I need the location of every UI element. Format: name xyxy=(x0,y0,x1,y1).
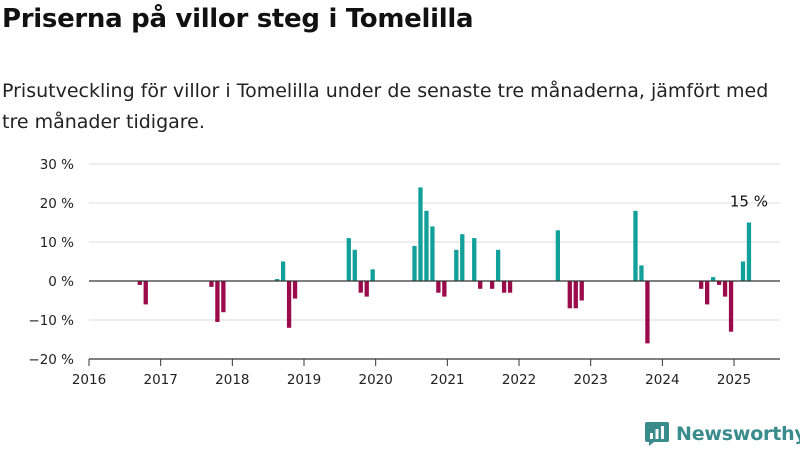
bar-2020-12 xyxy=(442,281,447,297)
bar-2024-10 xyxy=(716,281,722,285)
bar-2024-07 xyxy=(699,281,704,289)
bar-2019-11 xyxy=(364,281,369,297)
bar-2018-09 xyxy=(280,261,286,281)
bar-2019-08 xyxy=(346,238,351,281)
page-title: Priserna på villor steg i Tomelilla xyxy=(2,4,474,34)
newsworthy-brand: Newsworthy xyxy=(644,419,800,449)
x-tick-label: 2023 xyxy=(574,372,608,388)
x-tick-label: 2021 xyxy=(430,372,464,388)
bar-2022-11 xyxy=(579,281,584,301)
bar-chart-logo-icon xyxy=(645,422,669,446)
bar-2021-09 xyxy=(495,249,501,281)
bar-2017-09 xyxy=(209,281,214,287)
bar-2024-08 xyxy=(705,281,710,305)
x-tick-label: 2017 xyxy=(143,372,177,388)
bar-2022-09 xyxy=(567,281,572,309)
x-tick-label: 2024 xyxy=(645,372,679,388)
bar-2019-09 xyxy=(352,249,357,281)
y-tick-label: 30 % xyxy=(40,157,74,173)
bar-2025-02 xyxy=(740,261,746,281)
bars xyxy=(137,187,752,344)
bar-2024-12 xyxy=(728,281,734,332)
bar-2021-06 xyxy=(478,281,483,289)
bar-2022-10 xyxy=(573,281,578,309)
annotations: 15 % xyxy=(730,193,768,211)
x-tick-label: 2019 xyxy=(287,372,321,388)
bar-2020-10 xyxy=(430,226,435,281)
bar-2021-02 xyxy=(454,249,459,281)
bar-2016-09 xyxy=(137,281,142,285)
bar-2017-11 xyxy=(221,281,226,313)
brand-name: Newsworthy xyxy=(676,423,800,445)
x-tick-label: 2022 xyxy=(502,372,536,388)
x-tick-label: 2025 xyxy=(717,372,751,388)
bar-2022-07 xyxy=(555,230,560,281)
bar-2020-08 xyxy=(418,187,423,281)
bar-2021-03 xyxy=(460,234,465,281)
y-tick-label: −20 % xyxy=(28,352,74,368)
x-axis-tick-labels: 2016 2017 2018 2019 2020 2021 2022 2023 2024 2025 xyxy=(72,359,751,388)
y-tick-label: 0 % xyxy=(48,274,74,290)
bar-2018-08 xyxy=(274,279,280,281)
bar-2017-10 xyxy=(215,281,220,322)
bar-2019-10 xyxy=(358,281,363,293)
bar-2023-08 xyxy=(633,210,638,281)
y-tick-label: 10 % xyxy=(40,235,74,251)
y-tick-label: 20 % xyxy=(40,196,74,212)
bar-2020-07 xyxy=(412,245,417,281)
bar-2025-03 xyxy=(746,222,752,281)
x-tick-label: 2016 xyxy=(72,372,106,388)
y-axis-tick-labels: 30 % 20 % 10 % 0 % −10 % −20 % xyxy=(28,157,74,368)
bar-2016-10 xyxy=(143,281,148,305)
bar-2021-08 xyxy=(489,281,495,289)
bar-2019-12 xyxy=(370,269,375,281)
bar-2021-11 xyxy=(507,281,513,293)
chart-subtitle: Prisutveckling för villor i Tomelilla un… xyxy=(2,80,769,133)
bar-2018-11 xyxy=(292,281,298,299)
bar-2021-10 xyxy=(501,281,507,293)
x-tick-label: 2020 xyxy=(359,372,393,388)
bar-2023-10 xyxy=(645,281,650,344)
bar-2024-11 xyxy=(722,281,728,297)
x-tick-label: 2018 xyxy=(215,372,249,388)
bar-2018-10 xyxy=(286,281,292,328)
bar-2024-09 xyxy=(710,277,716,281)
bar-2020-11 xyxy=(436,281,441,293)
y-tick-label: −10 % xyxy=(28,313,74,329)
axes xyxy=(89,280,780,360)
bar-2023-09 xyxy=(639,265,644,281)
bar-2020-09 xyxy=(424,210,429,281)
bar-2021-05 xyxy=(472,238,477,281)
latest-value-label: 15 % xyxy=(730,193,768,211)
